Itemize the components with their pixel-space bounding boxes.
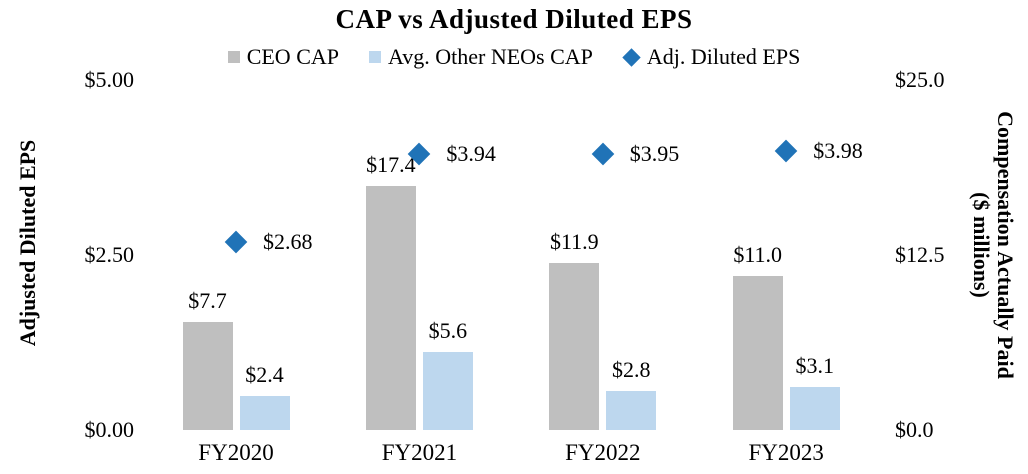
left-axis-tick: $0.00 — [84, 417, 135, 442]
bar-ceo-cap — [549, 263, 600, 430]
bar-ceo-cap — [182, 322, 233, 430]
data-label-ceo-cap: $7.7 — [188, 288, 227, 314]
data-label-avg-neos-cap: $3.1 — [795, 352, 834, 378]
right-axis-tick: $12.5 — [895, 242, 945, 267]
data-label-ceo-cap: $11.9 — [549, 229, 599, 255]
data-label-avg-neos-cap: $2.4 — [245, 362, 284, 388]
legend-item-avg-neos-cap: Avg. Other NEOs CAP — [368, 44, 593, 70]
legend-label-avg-neos-cap: Avg. Other NEOs CAP — [387, 44, 593, 69]
x-axis-label: FY2020 — [198, 440, 274, 465]
x-axis-label: FY2021 — [381, 440, 458, 465]
chart-title: CAP vs Adjusted Diluted EPS — [335, 4, 693, 34]
data-label-adj-eps: $3.94 — [446, 141, 496, 167]
right-axis-tick: $0.0 — [895, 417, 934, 442]
bar-ceo-cap — [732, 276, 783, 430]
marker-adj-eps — [774, 140, 798, 163]
marker-adj-eps — [591, 142, 615, 165]
data-label-ceo-cap: $11.0 — [733, 242, 783, 267]
bar-avg-neos-cap — [422, 351, 473, 430]
right-axis-tick: $25.0 — [895, 67, 945, 92]
lightblue-square-icon — [368, 51, 381, 63]
left-axis-tick: $2.50 — [84, 242, 135, 267]
left-axis-tick: $5.00 — [84, 67, 135, 92]
data-label-avg-neos-cap: $2.8 — [612, 356, 651, 382]
legend-item-adj-eps: Adj. Diluted EPS — [622, 44, 801, 70]
data-label-adj-eps: $3.98 — [813, 138, 863, 164]
data-label-ceo-cap: $17.4 — [366, 152, 416, 178]
bar-avg-neos-cap — [606, 390, 657, 430]
legend-item-ceo-cap: CEO CAP — [227, 44, 339, 70]
data-label-adj-eps: $3.95 — [629, 140, 680, 166]
x-axis-label: FY2022 — [565, 440, 641, 465]
gray-square-icon — [227, 51, 240, 63]
legend-label-adj-eps: Adj. Diluted EPS — [646, 44, 801, 69]
bar-avg-neos-cap — [239, 396, 290, 430]
data-label-adj-eps: $2.68 — [263, 229, 313, 255]
marker-adj-eps — [224, 231, 248, 254]
legend-label-ceo-cap: CEO CAP — [246, 44, 339, 69]
x-axis-label: FY2023 — [748, 440, 824, 465]
bar-avg-neos-cap — [789, 386, 840, 430]
bar-ceo-cap — [365, 186, 416, 430]
legend: CEO CAP Avg. Other NEOs CAP Adj. Diluted… — [0, 44, 1028, 70]
data-label-avg-neos-cap: $5.6 — [428, 317, 468, 343]
